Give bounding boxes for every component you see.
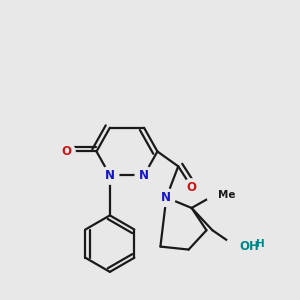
Text: O: O — [187, 181, 196, 194]
Text: H: H — [256, 238, 264, 249]
Circle shape — [183, 179, 200, 196]
Text: O: O — [62, 145, 72, 158]
Circle shape — [206, 186, 224, 203]
Circle shape — [226, 236, 247, 257]
Circle shape — [58, 143, 75, 160]
Circle shape — [101, 166, 119, 184]
Text: Me: Me — [218, 190, 236, 200]
Text: OH: OH — [239, 240, 259, 253]
Text: N: N — [161, 191, 171, 204]
Text: N: N — [105, 169, 115, 182]
Text: N: N — [139, 169, 149, 182]
Circle shape — [158, 189, 175, 206]
Circle shape — [135, 166, 153, 184]
